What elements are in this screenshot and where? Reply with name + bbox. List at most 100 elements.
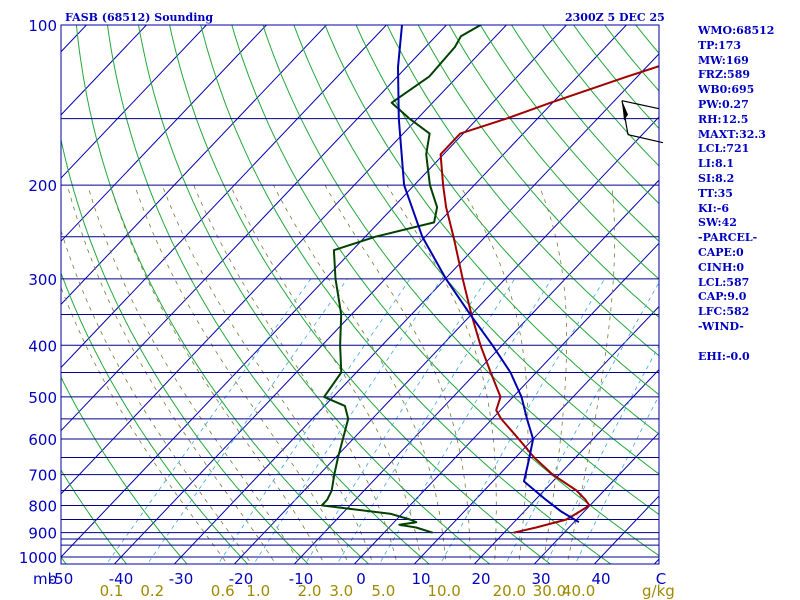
dry-adiabat-line <box>61 376 188 564</box>
temperature-tick-label: C <box>656 570 666 588</box>
index-item: RH:12.5 <box>698 112 749 126</box>
chart-title: FASB (68512) Sounding <box>65 11 213 24</box>
index-item: -WIND- <box>698 319 744 333</box>
dry-adiabat-line <box>324 25 659 435</box>
temperature-tick-label: 10 <box>411 570 430 588</box>
dry-adiabat-line <box>61 271 249 564</box>
mixing-ratio-tick-label: 3.0 <box>329 582 353 600</box>
temperature-tick-label: 40 <box>591 570 610 588</box>
dry-adiabat-line <box>106 25 430 564</box>
index-item <box>698 335 798 350</box>
moist-adiabat-line <box>324 184 471 564</box>
index-item: CAPE:0 <box>698 245 744 259</box>
isotherm-line <box>61 25 328 306</box>
isotherm-line <box>293 179 659 564</box>
pressure-tick-label: 1000 <box>19 549 57 567</box>
parcel-profile-line <box>397 25 580 524</box>
pressure-tick-label: 300 <box>28 271 57 289</box>
temperature-tick-label: -50 <box>49 570 74 588</box>
isotherm-line <box>113 25 628 564</box>
mixing-ratio-tick-label: 0.2 <box>140 582 164 600</box>
index-item: WMO:68512 <box>698 24 775 37</box>
dry-adiabat-line <box>231 25 659 557</box>
temperature-profile-line <box>439 65 659 534</box>
index-item: TT:35 <box>698 186 733 200</box>
mixing-ratio-tick-label: 40.0 <box>562 582 595 600</box>
moist-adiabat-line <box>273 184 447 564</box>
temperature-tick-label: 0 <box>356 570 366 588</box>
index-item: MW:169 <box>698 53 749 67</box>
isotherm-line <box>473 368 659 564</box>
mixing-ratio-tick-label: 20.0 <box>493 582 526 600</box>
index-item: CAP:9.0 <box>698 290 747 304</box>
isobar-lines <box>61 24 659 558</box>
index-item: SW:42 <box>698 216 737 230</box>
dry-adiabat-line <box>169 25 552 564</box>
mixing-ratio-tick-label: 2.0 <box>298 582 322 600</box>
isotherm-line <box>61 25 208 179</box>
moist-adiabat-line <box>566 185 616 564</box>
dry-adiabat-line <box>262 25 659 516</box>
isotherm-line <box>61 25 268 242</box>
dry-adiabat-line <box>293 25 659 475</box>
index-item: LCL:587 <box>698 275 750 289</box>
isotherm-line <box>61 25 508 495</box>
temperature-tick-label: -40 <box>109 570 134 588</box>
isotherm-line <box>0 13 38 568</box>
mixing-ratio-line <box>106 278 312 564</box>
mixing-ratio-line <box>217 278 411 564</box>
isotherm-line <box>61 25 448 432</box>
dry-adiabat-line <box>386 25 659 357</box>
moist-adiabat-lines <box>61 184 616 564</box>
pressure-unit-label: mb <box>33 570 57 588</box>
index-item: PW:0.27 <box>698 97 749 111</box>
isotherm-line <box>353 242 659 564</box>
mixing-ratio-line <box>304 278 488 564</box>
temperature-tick-label: -30 <box>169 570 194 588</box>
dry-adiabat-line <box>479 25 659 242</box>
index-item: CINH:0 <box>698 260 745 274</box>
isotherm-lines <box>0 13 659 568</box>
dewpoint-profile-line <box>320 25 482 534</box>
moist-adiabat-line <box>61 286 228 564</box>
mixing-ratio-line <box>505 281 659 564</box>
mixing-ratio-line <box>146 278 348 564</box>
isotherm-line <box>533 432 659 564</box>
index-item: TP:173 <box>698 38 742 52</box>
mixing-ratio-tick-label: 1.0 <box>246 582 270 600</box>
moist-adiabat-line <box>161 184 374 564</box>
wind-barb-pennant <box>622 100 628 121</box>
dry-adiabat-line <box>417 25 659 318</box>
moist-adiabat-line <box>61 229 252 564</box>
index-item: LI:8.1 <box>698 157 735 171</box>
index-item: SI:8.2 <box>698 171 735 185</box>
dry-adiabat-line <box>61 556 67 564</box>
index-item: LFC:582 <box>698 305 750 319</box>
dry-adiabat-line <box>137 25 491 564</box>
moist-adiabat-line <box>229 184 423 564</box>
mixing-ratio-axis-labels: 0.1 0.2 0.6 1.0 2.0 3.0 5.0 10.0 20.0 30.040.0 <box>100 582 596 600</box>
mixing-ratio-tick-label: 0.6 <box>211 582 235 600</box>
index-item: EHI:-0.0 <box>698 349 750 363</box>
index-item: LCL:721 <box>698 142 750 156</box>
dry-adiabat-line <box>61 469 128 564</box>
sounding-indices-panel: WMO:68512 TP:173 MW:169 FRZ:589 WB0:695 PW:0.… <box>698 24 798 364</box>
index-item: WB0:695 <box>698 83 755 97</box>
index-item: MAXT:32.3 <box>698 127 766 141</box>
isotherm-line <box>233 116 659 564</box>
moist-adiabat-line <box>109 184 325 564</box>
pressure-tick-label: 400 <box>28 337 57 355</box>
dry-adiabat-line <box>75 25 370 564</box>
isotherm-line <box>173 53 659 564</box>
temperature-tick-label: -10 <box>289 570 314 588</box>
wind-barb <box>621 100 664 144</box>
pressure-tick-label: 200 <box>28 177 57 195</box>
valid-time: 2300Z 5 DEC 25 <box>565 11 665 24</box>
index-item: FRZ:589 <box>698 68 751 82</box>
mixing-ratio-lines <box>106 278 659 564</box>
pressure-tick-label: 500 <box>28 389 57 407</box>
dry-adiabat-line <box>200 25 612 564</box>
temperature-tick-label: -20 <box>229 570 254 588</box>
plot-frame <box>60 24 660 565</box>
mixing-ratio-tick-label: 30.0 <box>533 582 566 600</box>
